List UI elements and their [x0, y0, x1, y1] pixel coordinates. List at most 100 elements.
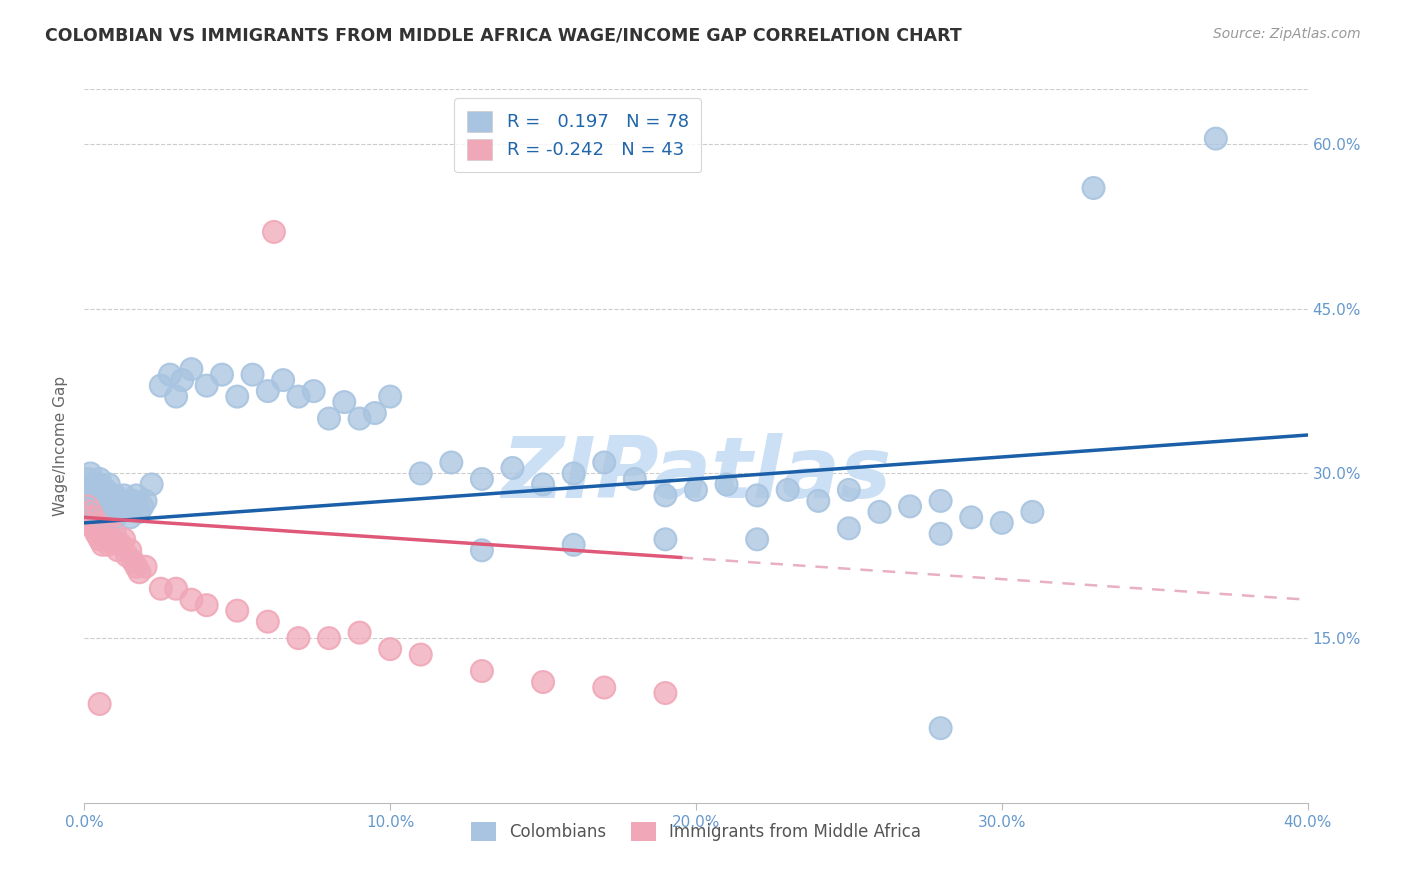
Point: [654, 488, 676, 502]
Point: [91, 510, 114, 524]
Point: [409, 648, 432, 662]
Point: [107, 543, 129, 558]
Point: [89, 521, 111, 535]
Point: [195, 378, 218, 392]
Point: [89, 697, 111, 711]
Point: [1083, 181, 1105, 195]
Point: [97, 505, 120, 519]
Point: [333, 395, 356, 409]
Point: [593, 681, 616, 695]
Point: [747, 488, 769, 502]
Point: [91, 510, 114, 524]
Point: [76, 472, 98, 486]
Point: [122, 554, 145, 568]
Point: [409, 648, 432, 662]
Point: [242, 368, 264, 382]
Point: [86, 505, 108, 519]
Point: [263, 225, 285, 239]
Point: [898, 500, 921, 514]
Point: [101, 533, 124, 547]
Point: [531, 675, 554, 690]
Point: [1205, 131, 1227, 145]
Point: [654, 533, 676, 547]
Point: [101, 500, 124, 514]
Point: [271, 373, 294, 387]
Point: [929, 526, 952, 541]
Point: [122, 494, 145, 508]
Point: [89, 533, 111, 547]
Point: [257, 384, 280, 398]
Point: [1205, 131, 1227, 145]
Point: [86, 483, 108, 497]
Point: [180, 592, 202, 607]
Point: [122, 554, 145, 568]
Point: [83, 510, 105, 524]
Point: [165, 390, 187, 404]
Point: [364, 406, 387, 420]
Point: [94, 533, 117, 547]
Point: [226, 604, 249, 618]
Point: [165, 582, 187, 596]
Point: [531, 477, 554, 491]
Point: [79, 467, 101, 481]
Point: [257, 384, 280, 398]
Point: [94, 521, 117, 535]
Point: [83, 500, 105, 514]
Point: [531, 477, 554, 491]
Point: [929, 526, 952, 541]
Point: [929, 721, 952, 735]
Point: [531, 675, 554, 690]
Point: [110, 538, 132, 552]
Point: [86, 516, 108, 530]
Point: [135, 494, 157, 508]
Point: [79, 516, 101, 530]
Point: [83, 521, 105, 535]
Point: [364, 406, 387, 420]
Point: [242, 368, 264, 382]
Point: [91, 488, 114, 502]
Point: [380, 390, 402, 404]
Point: [226, 390, 249, 404]
Point: [112, 533, 135, 547]
Point: [76, 483, 98, 497]
Point: [716, 477, 738, 491]
Point: [562, 467, 585, 481]
Point: [107, 494, 129, 508]
Point: [94, 483, 117, 497]
Point: [180, 362, 202, 376]
Point: [76, 510, 98, 524]
Point: [409, 467, 432, 481]
Point: [79, 494, 101, 508]
Point: [502, 461, 524, 475]
Point: [89, 697, 111, 711]
Point: [380, 642, 402, 657]
Point: [104, 488, 127, 502]
Point: [991, 516, 1014, 530]
Point: [929, 494, 952, 508]
Point: [83, 510, 105, 524]
Point: [593, 455, 616, 469]
Point: [807, 494, 830, 508]
Point: [104, 510, 127, 524]
Point: [172, 373, 194, 387]
Point: [562, 538, 585, 552]
Point: [716, 477, 738, 491]
Point: [471, 472, 494, 486]
Point: [593, 455, 616, 469]
Point: [195, 598, 218, 612]
Point: [83, 500, 105, 514]
Point: [302, 384, 325, 398]
Point: [960, 510, 983, 524]
Point: [471, 543, 494, 558]
Point: [180, 362, 202, 376]
Point: [89, 533, 111, 547]
Point: [135, 494, 157, 508]
Point: [302, 384, 325, 398]
Point: [135, 559, 157, 574]
Point: [120, 543, 142, 558]
Point: [562, 467, 585, 481]
Point: [115, 500, 138, 514]
Point: [654, 488, 676, 502]
Point: [271, 373, 294, 387]
Point: [128, 566, 150, 580]
